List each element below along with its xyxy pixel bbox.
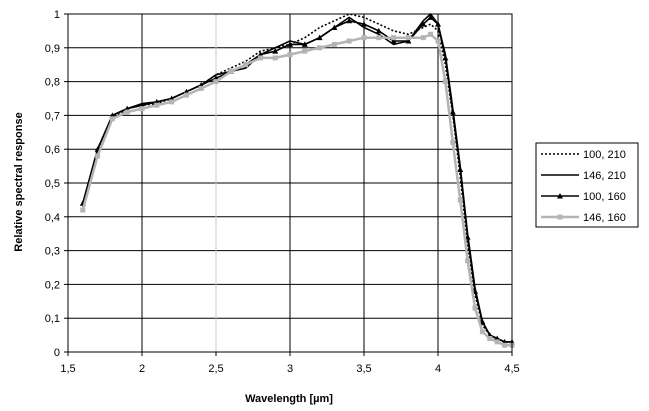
x-tick-label: 3 [287, 363, 293, 375]
y-tick-label: 0,1 [45, 313, 60, 325]
y-tick-label: 0 [54, 347, 60, 359]
data-point [435, 21, 441, 27]
data-point [331, 41, 337, 47]
x-axis-title: Wavelength [µm] [245, 393, 333, 405]
series-line [82, 13, 512, 347]
legend-entry: 100, 210 [541, 149, 626, 161]
data-point [302, 48, 308, 54]
data-point [257, 55, 263, 61]
data-point [331, 24, 338, 31]
data-point [420, 35, 426, 41]
legend-entry: 146, 210 [541, 170, 626, 182]
y-tick-label: 0,9 [45, 43, 60, 55]
data-point [487, 335, 493, 341]
data-point [243, 62, 249, 68]
series-layer [79, 13, 515, 348]
data-point [391, 35, 397, 41]
data-point [317, 45, 323, 51]
data-point [124, 109, 130, 115]
data-point [457, 197, 463, 203]
data-point [80, 207, 86, 213]
y-tick-label: 0,2 [45, 279, 60, 291]
data-point [375, 27, 382, 34]
data-point [449, 109, 456, 115]
y-axis-title: Relative spectral response [13, 112, 25, 251]
data-point [465, 258, 471, 264]
plot-frame [67, 13, 513, 353]
series-line [82, 16, 512, 343]
data-point [405, 38, 412, 44]
y-tick-label: 1 [54, 9, 60, 21]
data-point [287, 41, 293, 47]
y-tick-label: 0,5 [45, 178, 60, 190]
legend-label: 100, 210 [583, 149, 626, 161]
x-tick-label: 4,5 [504, 363, 519, 375]
legend-label: 100, 160 [583, 191, 626, 203]
grid-lines [68, 13, 512, 353]
series-3 [79, 14, 515, 345]
y-tick-label: 0,8 [45, 77, 60, 89]
series-2 [82, 13, 512, 343]
x-tick-label: 3,5 [356, 363, 371, 375]
legend-marker [557, 193, 563, 199]
legend-label: 146, 160 [583, 212, 626, 224]
data-point [346, 38, 352, 44]
legend-label: 146, 210 [583, 170, 626, 182]
y-tick-label: 0,4 [45, 212, 60, 224]
y-tick-label: 0,3 [45, 246, 60, 258]
data-point [213, 79, 219, 85]
data-point [109, 116, 115, 122]
data-point [479, 318, 486, 325]
x-tick-label: 2,5 [208, 363, 223, 375]
x-tick-label: 2 [139, 363, 145, 375]
legend-entry: 100, 160 [541, 191, 626, 203]
data-point [494, 339, 500, 345]
data-point [272, 48, 279, 54]
series-1 [82, 13, 512, 347]
data-point [361, 21, 367, 27]
data-point [442, 79, 448, 85]
data-point [95, 153, 101, 159]
data-point [457, 166, 464, 172]
data-point [428, 31, 434, 37]
legend-entry: 146, 160 [541, 212, 626, 224]
data-point [435, 38, 441, 44]
data-point [316, 34, 323, 41]
data-point [472, 305, 478, 311]
data-point [183, 92, 189, 98]
data-point [450, 139, 456, 145]
x-tick-label: 4 [435, 363, 441, 375]
data-point [427, 14, 434, 20]
legend-box [535, 142, 639, 228]
data-point [479, 329, 485, 335]
data-point [287, 52, 293, 58]
series-4 [80, 31, 515, 348]
data-point [442, 54, 449, 61]
data-point [301, 41, 308, 47]
data-point [502, 342, 508, 348]
legend: 100, 210 146, 210 100, 160 146, 160 [535, 142, 639, 228]
series-line [82, 13, 512, 343]
data-point [272, 55, 278, 61]
data-point [376, 35, 382, 41]
data-point [139, 106, 145, 112]
data-point [154, 102, 160, 108]
data-point [346, 17, 353, 24]
data-point [405, 35, 411, 41]
data-point [361, 35, 367, 41]
data-point [169, 99, 175, 105]
data-point [390, 38, 397, 44]
y-tick-label: 0,6 [45, 144, 60, 156]
data-point [420, 21, 427, 27]
y-tick-label: 0,7 [45, 110, 60, 122]
x-tick-label: 1,5 [60, 363, 75, 375]
data-point [228, 68, 234, 74]
legend-marker [557, 214, 563, 220]
data-point [198, 85, 204, 91]
axis-layer: 0 0,1 0,2 0,3 0,4 0,5 0,6 0,7 0,8 0,9 1 1,5 2 2,5 3 3,5… [45, 9, 520, 375]
